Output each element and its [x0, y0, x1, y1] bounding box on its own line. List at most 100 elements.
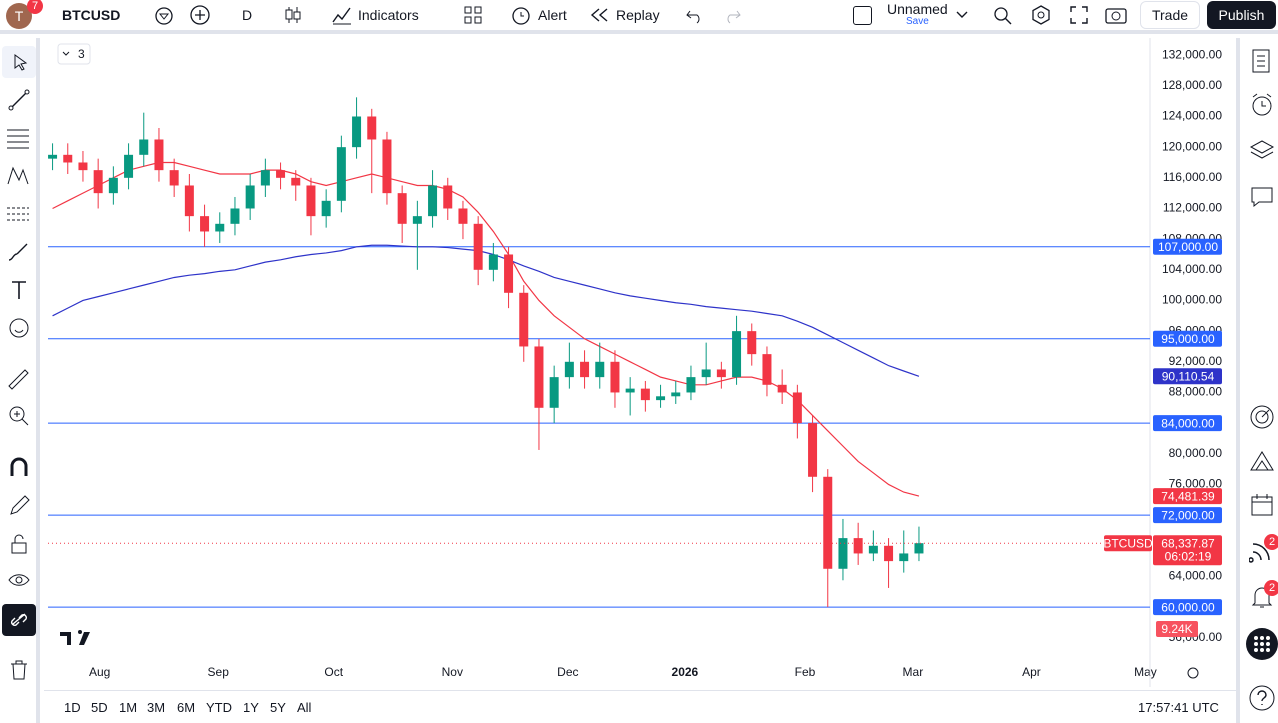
quick-search[interactable] — [991, 4, 1013, 26]
publish-button[interactable]: Publish — [1207, 1, 1276, 29]
candle-body — [823, 476, 833, 569]
compare[interactable] — [189, 4, 211, 26]
level-box — [1153, 330, 1222, 347]
forecast-tool[interactable] — [5, 202, 31, 226]
templates[interactable] — [463, 5, 483, 25]
watchlist[interactable] — [1249, 48, 1273, 74]
candle-body — [732, 331, 742, 378]
candle-body — [762, 354, 772, 385]
candle-body — [276, 170, 286, 178]
candle-body — [625, 388, 635, 393]
pattern-tool[interactable] — [5, 164, 31, 188]
candle-body — [291, 177, 301, 186]
candle-body — [838, 538, 848, 569]
fullscreen[interactable] — [1068, 4, 1090, 26]
ma-box — [1153, 488, 1222, 505]
layout-name[interactable]: Unnamed — [887, 1, 948, 17]
indicators[interactable]: Indicators — [358, 7, 419, 23]
alert-icon[interactable] — [510, 4, 532, 26]
symbol[interactable]: BTCUSD — [62, 7, 121, 23]
news[interactable] — [1249, 538, 1275, 564]
pine-editor[interactable] — [1249, 448, 1275, 474]
range-button[interactable]: 1M — [119, 700, 138, 715]
candle-body — [169, 170, 179, 186]
level-label: 72,000.00 — [1161, 508, 1215, 522]
y-tick-label: 116,000.00 — [1163, 170, 1222, 184]
zoom-tool[interactable] — [7, 404, 31, 428]
link-tool[interactable] — [2, 604, 36, 636]
measure-tool[interactable] — [5, 366, 31, 392]
range-button[interactable]: 5Y — [270, 700, 286, 715]
scale-settings — [1187, 667, 1199, 679]
screener[interactable] — [1249, 404, 1275, 430]
chats[interactable] — [1249, 184, 1275, 210]
candle-body — [336, 147, 346, 201]
x-tick-label: Aug — [89, 665, 110, 679]
x-tick-label: 2026 — [672, 665, 699, 679]
range-button[interactable]: 1Y — [243, 700, 259, 715]
avatar[interactable]: T — [6, 3, 32, 29]
top-toolbar: T 7 BTCUSD D Indicators Alert Replay Unn… — [0, 0, 1278, 34]
range-button[interactable]: 1D — [64, 700, 81, 715]
save[interactable]: Save — [906, 16, 929, 27]
object-tree[interactable] — [1249, 138, 1275, 164]
moving-average — [52, 161, 920, 497]
y-tick-label: 92,000.00 — [1169, 354, 1223, 368]
alert[interactable]: Alert — [538, 7, 567, 23]
magnet-tool[interactable] — [7, 456, 31, 480]
legend-count: 3 — [78, 47, 85, 61]
ma-label: 74,481.39 — [1161, 489, 1215, 503]
candle-body — [93, 170, 103, 194]
symbol-tag-box — [1104, 535, 1152, 552]
level-label: 107,000.00 — [1158, 240, 1218, 254]
candle-body — [884, 545, 894, 562]
candle-body — [868, 545, 878, 554]
fib-tool[interactable] — [5, 126, 31, 150]
trend-line-tool[interactable] — [7, 88, 31, 112]
layout-menu[interactable] — [955, 8, 969, 22]
range-button[interactable]: 5D — [91, 700, 108, 715]
brush-tool[interactable] — [5, 240, 31, 264]
stay-drawing[interactable] — [7, 494, 31, 518]
cursor-tool[interactable] — [2, 46, 36, 78]
indicators-icon[interactable] — [331, 4, 353, 26]
candle-body — [124, 154, 134, 178]
x-tick-label: Dec — [557, 665, 578, 679]
range-button[interactable]: YTD — [206, 700, 232, 715]
countdown: 06:02:19 — [1165, 549, 1212, 563]
icon-tool[interactable] — [7, 316, 31, 340]
level-box — [1153, 599, 1222, 616]
range-button[interactable]: All — [297, 700, 312, 715]
range-button[interactable]: 3M — [147, 700, 166, 715]
candle-body — [853, 538, 863, 554]
candle-body — [656, 396, 666, 401]
products[interactable] — [1246, 628, 1278, 660]
chart-type[interactable] — [283, 4, 303, 26]
settings[interactable] — [1030, 4, 1052, 26]
y-tick-label: 100,000.00 — [1162, 293, 1222, 307]
candle-body — [792, 392, 802, 424]
hide-tool[interactable] — [7, 568, 31, 592]
lock-tool[interactable] — [7, 532, 31, 556]
alerts-panel[interactable] — [1249, 92, 1275, 118]
help[interactable] — [1248, 684, 1276, 712]
candle-body — [397, 193, 407, 224]
layout-checkbox[interactable] — [853, 6, 872, 25]
redo[interactable] — [722, 6, 742, 24]
interval[interactable]: D — [242, 7, 253, 23]
legend-toggle[interactable]: 3 — [57, 43, 91, 65]
candle-body — [352, 116, 362, 148]
calendar[interactable] — [1249, 492, 1275, 518]
snapshot[interactable] — [1104, 4, 1128, 26]
bottom-toolbar: 1D 5D 1M 3M 6M YTD 1Y 5Y All 17:57:41 UTC — [44, 690, 1236, 723]
range-button[interactable]: 6M — [177, 700, 196, 715]
replay[interactable]: Replay — [616, 7, 660, 23]
undo[interactable] — [685, 6, 705, 24]
y-tick-label: 112,000.00 — [1163, 201, 1222, 215]
trade-button[interactable]: Trade — [1140, 1, 1200, 29]
text-tool[interactable] — [7, 278, 31, 302]
replay-icon[interactable] — [590, 6, 610, 24]
symbol-search[interactable] — [153, 5, 175, 27]
remove-tool[interactable] — [7, 658, 31, 682]
volume-label: 9.24K — [1161, 622, 1192, 636]
